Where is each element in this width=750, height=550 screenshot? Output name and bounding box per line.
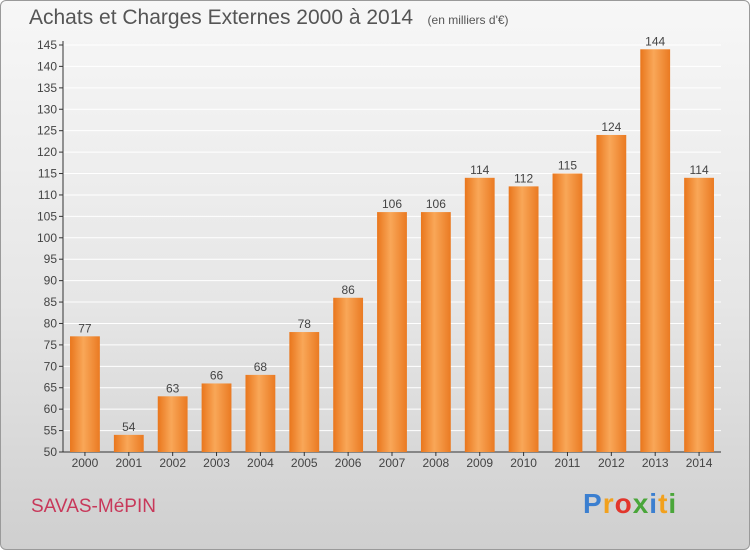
bar-2002	[157, 396, 188, 452]
bar-2014	[684, 177, 714, 452]
y-tick-label: 85	[44, 295, 58, 309]
data-label: 78	[298, 317, 312, 331]
axes: 50 55 60 65 70 75 80 85 90 95 100 105 110 115 120 125 13…	[37, 38, 721, 470]
y-tick-label: 50	[44, 445, 58, 459]
chart-title: Achats et Charges Externes 2000 à 2014 (…	[29, 6, 509, 30]
y-tick-label: 95	[44, 252, 58, 266]
bar-2012	[596, 134, 627, 452]
bar-2010	[508, 186, 539, 452]
x-tick-label: 2012	[598, 456, 625, 470]
logo-letter: t	[658, 488, 669, 519]
data-label: 112	[514, 171, 533, 185]
y-tick-label: 110	[38, 188, 57, 202]
x-tick-label: 2000	[72, 456, 99, 470]
y-tick-label: 65	[44, 381, 58, 395]
x-tick-label: 2011	[555, 456, 581, 470]
y-tick-label: 90	[44, 274, 58, 288]
bar-2003	[201, 383, 232, 452]
bar-2008	[420, 212, 451, 452]
y-tick-label: 75	[44, 338, 58, 352]
y-tick-label: 105	[37, 209, 57, 223]
y-tick-label: 140	[37, 59, 57, 73]
y-tick-label: 60	[44, 402, 58, 416]
y-tick-label: 70	[44, 359, 58, 373]
x-tick-label: 2003	[203, 456, 230, 470]
y-tick-label: 115	[38, 167, 57, 181]
y-tick-label: 130	[37, 102, 57, 116]
x-tick-label: 2005	[291, 456, 318, 470]
data-label: 66	[210, 368, 224, 382]
x-tick-label: 2007	[379, 456, 406, 470]
data-label: 114	[689, 163, 708, 177]
x-tick-label: 2001	[115, 456, 142, 470]
x-tick-label: 2008	[423, 456, 450, 470]
x-tick-label: 2004	[247, 456, 274, 470]
x-tick-label: 2013	[642, 456, 669, 470]
bar-2013	[640, 49, 671, 452]
data-label: 77	[78, 321, 92, 335]
bar-2000	[70, 336, 100, 452]
y-tick-label: 125	[37, 124, 57, 138]
logo-letter: i	[649, 488, 659, 519]
logo-letter: P	[583, 488, 603, 519]
chart-unit-note: (en milliers d'€)	[427, 13, 509, 27]
data-label: 115	[558, 159, 577, 173]
y-tick-label: 135	[37, 81, 57, 95]
chart-title-text: Achats et Charges Externes 2000 à 2014	[29, 6, 414, 29]
logo-letter: i	[668, 488, 678, 519]
y-tick-label: 100	[37, 231, 57, 245]
bar-2005	[289, 332, 320, 452]
x-tick-label: 2010	[510, 456, 537, 470]
data-label: 124	[601, 120, 621, 134]
data-label: 86	[341, 283, 355, 297]
bar-2011	[552, 173, 583, 453]
logo-letter: r	[602, 488, 615, 519]
bar-2001	[113, 434, 144, 452]
bars	[70, 49, 714, 453]
y-tick-label: 80	[44, 316, 58, 330]
x-tick-label: 2009	[466, 456, 493, 470]
data-label: 54	[122, 420, 136, 434]
data-label: 114	[470, 163, 489, 177]
x-tick-label: 2002	[159, 456, 186, 470]
y-tick-label: 120	[37, 145, 57, 159]
logo-letter: o	[614, 488, 633, 519]
y-tick-label: 145	[37, 38, 57, 52]
bar-2009	[464, 177, 495, 452]
bar-2006	[333, 297, 364, 452]
x-tick-label: 2014	[686, 456, 713, 470]
commune-name: SAVAS-MéPIN	[31, 496, 156, 517]
data-label: 144	[645, 34, 665, 48]
x-tick-label: 2006	[335, 456, 362, 470]
proxiti-logo: Proxiti	[583, 488, 677, 520]
data-label: 106	[426, 197, 446, 211]
data-label: 106	[382, 197, 402, 211]
logo-letter: x	[632, 488, 650, 519]
data-labels: 77 54 63 66 68 78 86 106 106 114 112 115 124 144 114	[78, 34, 709, 434]
bar-2007	[377, 212, 407, 452]
bar-2004	[245, 374, 276, 452]
data-label: 63	[166, 381, 180, 395]
y-tick-label: 55	[44, 424, 58, 438]
data-label: 68	[254, 360, 268, 374]
